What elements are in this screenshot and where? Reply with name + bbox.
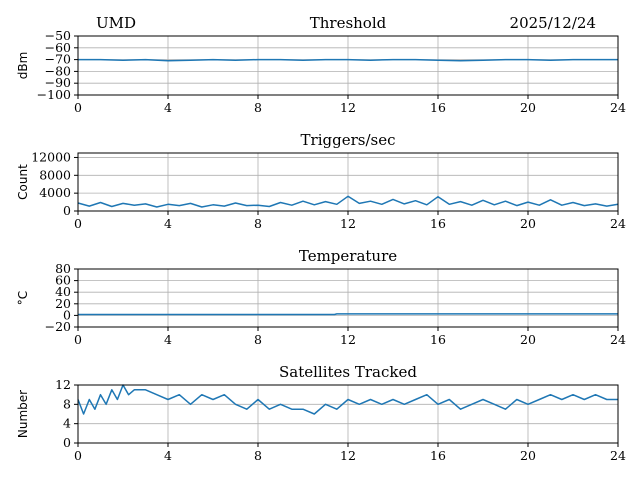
- x-tick-label: 12: [340, 216, 356, 231]
- y-tick-label: −70: [45, 52, 71, 67]
- panel-4: 0 4 8 12 16 20 24 0 4 8 12 Satellites Tracked Number: [16, 363, 626, 463]
- y-tick-label: 8: [63, 396, 71, 411]
- x-tick-label: 24: [610, 448, 626, 463]
- y-tick-label: 0: [63, 435, 71, 450]
- x-tick-label: 4: [164, 100, 172, 115]
- x-tick-label: 16: [430, 332, 446, 347]
- x-tick-label: 8: [254, 448, 262, 463]
- x-tick-label: 20: [520, 332, 536, 347]
- x-tick-label: 0: [74, 332, 82, 347]
- y-tick-label: −90: [45, 75, 71, 90]
- y-tick-label: 0: [63, 307, 71, 322]
- y-tick-label: 20: [55, 296, 71, 311]
- x-tick-label: 8: [254, 332, 262, 347]
- x-tick-label: 8: [254, 216, 262, 231]
- x-tick-label: 20: [520, 100, 536, 115]
- x-tick-label: 20: [520, 448, 536, 463]
- panel-title: Threshold: [310, 14, 387, 32]
- site-label: UMD: [96, 14, 136, 32]
- y-tick-label: 8000: [39, 167, 71, 182]
- x-tick-label: 24: [610, 100, 626, 115]
- y-tick-label: −100: [37, 87, 71, 102]
- x-tick-label: 8: [254, 100, 262, 115]
- y-tick-label: 12: [55, 377, 71, 392]
- y-tick-label: 0: [63, 203, 71, 218]
- y-tick-label: −60: [45, 40, 71, 55]
- y-tick-label: −50: [45, 28, 71, 43]
- x-tick-label: 12: [340, 448, 356, 463]
- y-axis-label: dBm: [16, 52, 30, 80]
- x-tick-label: 0: [74, 100, 82, 115]
- y-tick-label: 60: [55, 273, 71, 288]
- y-axis-label: Count: [16, 164, 30, 200]
- series-line-1: [77, 195, 619, 208]
- x-tick-label: 4: [164, 216, 172, 231]
- x-tick-label: 24: [610, 332, 626, 347]
- y-tick-label: −20: [45, 319, 71, 334]
- x-tick-label: 16: [430, 100, 446, 115]
- x-tick-label: 16: [430, 448, 446, 463]
- x-tick-label: 4: [164, 332, 172, 347]
- panel-title: Satellites Tracked: [279, 363, 417, 381]
- date-label: 2025/12/24: [510, 14, 596, 32]
- x-tick-label: 16: [430, 216, 446, 231]
- x-tick-label: 20: [520, 216, 536, 231]
- panel-2: 0 4 8 12 16 20 24 0 4000 8000 12000 Triggers/sec Cou…: [16, 131, 626, 231]
- y-tick-label: 4: [63, 416, 71, 431]
- series-line-1: [77, 384, 618, 415]
- x-tick-label: 0: [74, 216, 82, 231]
- x-tick-label: 4: [164, 448, 172, 463]
- y-tick-label: 80: [55, 261, 71, 276]
- y-tick-label: 40: [55, 284, 71, 299]
- y-tick-label: 4000: [39, 185, 71, 200]
- panel-1: 0 4 8 12 16 20 24 −100−90−80−70−60−50 Threshold d…: [16, 14, 626, 115]
- x-tick-label: 0: [74, 448, 82, 463]
- panel-title: Triggers/sec: [301, 131, 396, 149]
- series-line-1: [78, 58, 618, 62]
- y-axis-label: °C: [16, 291, 30, 305]
- y-tick-label: −80: [45, 63, 71, 78]
- y-axis-label: Number: [16, 390, 30, 438]
- series-line-1: [78, 313, 618, 316]
- panel-title: Temperature: [299, 247, 397, 265]
- x-tick-label: 12: [340, 332, 356, 347]
- y-tick-label: 12000: [31, 149, 71, 164]
- x-tick-label: 24: [610, 216, 626, 231]
- x-tick-label: 12: [340, 100, 356, 115]
